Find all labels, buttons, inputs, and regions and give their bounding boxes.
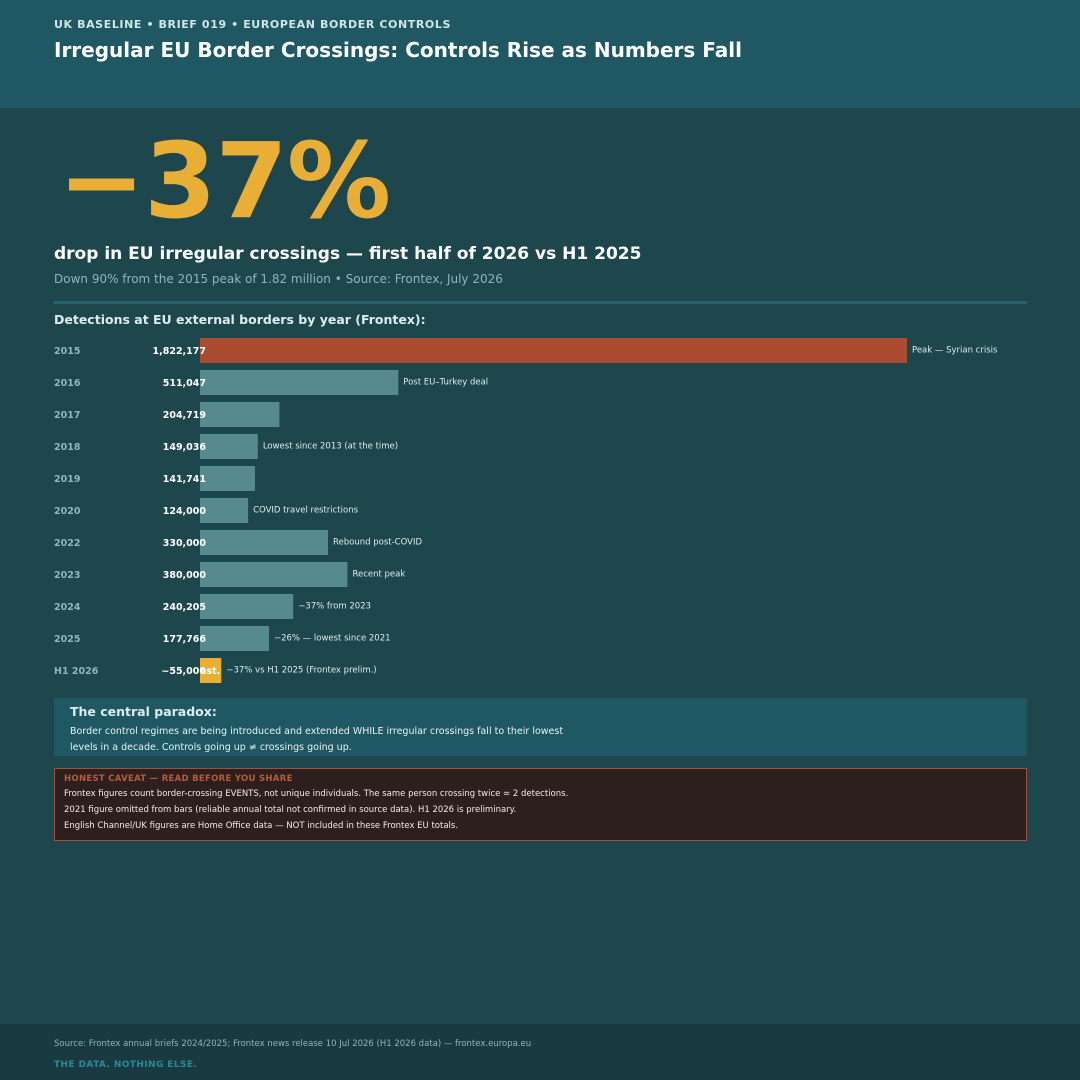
paradox-title: The central paradox: [70, 704, 217, 719]
bar-annotation: COVID travel restrictions [253, 506, 359, 516]
bar-value-label: 1,822,177 [153, 346, 207, 357]
bar-annotation: Post EU–Turkey deal [403, 378, 488, 388]
bar-annotation: −26% — lowest since 2021 [274, 634, 391, 644]
bar-category-label: 2023 [54, 570, 80, 581]
bar-value-label: 330,000 [163, 538, 207, 549]
bar-chart: 2015 1,822,177 Peak — Syrian crisis 2016 511… [0, 330, 1080, 694]
bar-category-label: 2018 [54, 442, 81, 453]
page-title: Irregular EU Border Crossings: Controls … [54, 38, 742, 62]
paradox-panel: The central paradox: Border control regi… [54, 698, 1027, 756]
footer-band: Source: Frontex annual briefs 2024/2025;… [0, 1024, 1080, 1080]
paradox-body: Border control regimes are being introdu… [70, 726, 564, 753]
bar [200, 530, 328, 555]
header-band: UK BASELINE • BRIEF 019 • EUROPEAN BORDE… [0, 0, 1080, 108]
headline-stat-subtext: Down 90% from the 2015 peak of 1.82 mill… [54, 272, 503, 286]
footer-tagline: THE DATA. NOTHING ELSE. [54, 1060, 198, 1070]
chart-svg: 2015 1,822,177 Peak — Syrian crisis 2016 511… [54, 338, 998, 683]
bar-annotation: Lowest since 2013 (at the time) [263, 442, 398, 452]
caveat-panel: HONEST CAVEAT — READ BEFORE YOU SHARE Fr… [54, 768, 1027, 841]
caveat-line-1: Frontex figures count border-crossing EV… [64, 789, 569, 799]
bar [200, 658, 222, 683]
bar [200, 594, 294, 619]
caveat-line-3: English Channel/UK figures are Home Offi… [64, 821, 459, 831]
bar-annotation: Peak — Syrian crisis [912, 346, 998, 356]
bar [200, 338, 907, 363]
bar-estimate-tag: est. [200, 666, 220, 677]
bar [200, 498, 249, 523]
bar [200, 466, 255, 491]
bar-annotation: Recent peak [352, 570, 405, 580]
bar-category-label: H1 2026 [54, 666, 99, 677]
bar-value-label: 511,047 [163, 378, 206, 389]
caveat-title: HONEST CAVEAT — READ BEFORE YOU SHARE [64, 774, 293, 784]
footer-source: Source: Frontex annual briefs 2024/2025;… [54, 1039, 532, 1049]
bar-category-label: 2016 [54, 378, 81, 389]
bar-value-label: 240,205 [163, 602, 206, 613]
section-divider [54, 301, 1027, 304]
bar-annotation: −37% from 2023 [298, 602, 371, 612]
bar-value-label: 204,719 [163, 410, 206, 421]
bar [200, 370, 399, 395]
bar-value-label: 149,036 [163, 442, 207, 453]
bar-category-label: 2015 [54, 346, 80, 357]
caveat-line-2: 2021 figure omitted from bars (reliable … [64, 805, 517, 815]
bar-category-label: 2019 [54, 474, 80, 485]
bar-annotation: Rebound post-COVID [333, 538, 422, 548]
bar [200, 402, 280, 427]
bar-category-label: 2017 [54, 410, 80, 421]
bar-category-label: 2022 [54, 538, 80, 549]
bar-category-label: 2024 [54, 602, 81, 613]
bar-annotation: −37% vs H1 2025 (Frontex prelim.) [226, 666, 376, 676]
bar-category-label: 2020 [54, 506, 81, 517]
bar [200, 626, 269, 651]
bar-value-label: 141,741 [163, 474, 206, 485]
bar [200, 562, 348, 587]
headline-stat-value: −37% [58, 120, 391, 242]
bar [200, 434, 258, 459]
chart-title: Detections at EU external borders by yea… [54, 312, 426, 327]
headline-stat-label: drop in EU irregular crossings — first h… [54, 244, 642, 264]
bar-value-label: 124,000 [163, 506, 207, 517]
bar-value-label: 177,766 [163, 634, 207, 645]
bar-value-label: ~55,000 [161, 666, 206, 677]
brief-kicker: UK BASELINE • BRIEF 019 • EUROPEAN BORDE… [54, 18, 452, 31]
bar-value-label: 380,000 [163, 570, 207, 581]
bar-category-label: 2025 [54, 634, 80, 645]
